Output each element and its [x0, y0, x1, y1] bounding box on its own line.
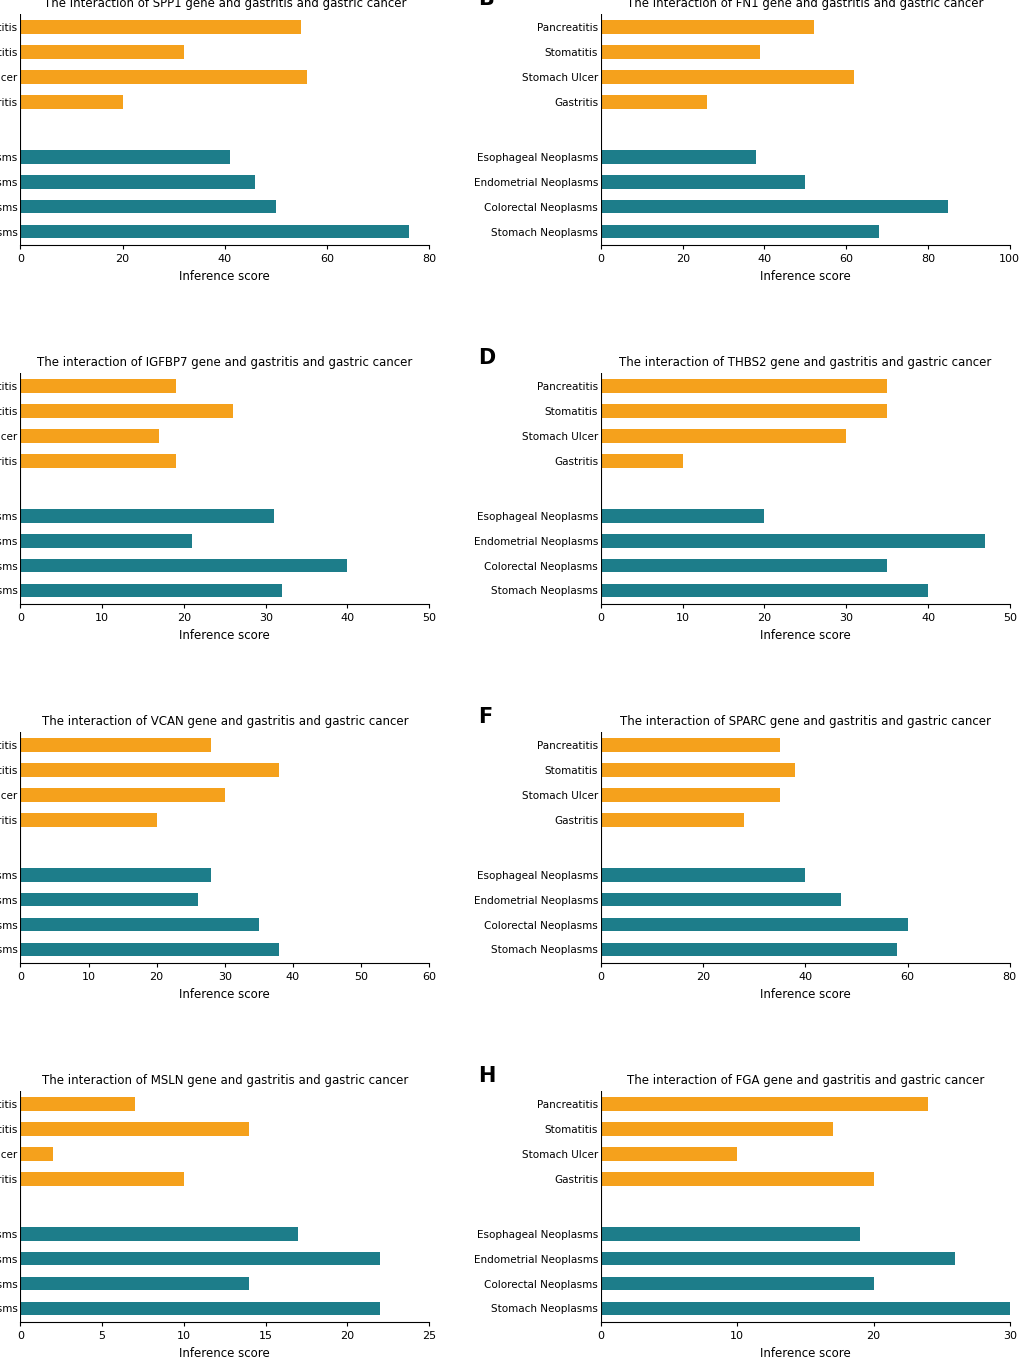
X-axis label: Inference score: Inference score — [179, 988, 270, 1000]
X-axis label: Inference score: Inference score — [759, 1347, 850, 1360]
Bar — [20, 1122, 249, 1135]
Bar — [600, 225, 878, 239]
Bar — [20, 763, 279, 777]
Title: The interaction of FGA gene and gastritis and gastric cancer: The interaction of FGA gene and gastriti… — [626, 1074, 983, 1086]
Bar — [600, 814, 743, 827]
Title: The interaction of MSLN gene and gastritis and gastric cancer: The interaction of MSLN gene and gastrit… — [42, 1074, 408, 1086]
Bar — [600, 71, 854, 85]
X-axis label: Inference score: Inference score — [759, 628, 850, 642]
Bar — [20, 508, 274, 522]
Bar — [20, 174, 255, 188]
Bar — [600, 95, 706, 109]
Title: The interaction of FN1 gene and gastritis and gastric cancer: The interaction of FN1 gene and gastriti… — [627, 0, 982, 10]
Bar — [20, 1227, 299, 1240]
Bar — [20, 1251, 380, 1265]
Bar — [600, 943, 897, 957]
Bar — [20, 45, 183, 59]
Bar — [20, 1302, 380, 1315]
Bar — [20, 1097, 135, 1111]
Bar — [20, 868, 211, 882]
Bar — [20, 1277, 249, 1291]
Bar — [600, 45, 759, 59]
Title: The interaction of VCAN gene and gastritis and gastric cancer: The interaction of VCAN gene and gastrit… — [42, 714, 408, 728]
Bar — [600, 868, 805, 882]
Bar — [600, 200, 948, 214]
Bar — [600, 1172, 872, 1186]
Bar — [20, 454, 175, 468]
Bar — [20, 739, 211, 752]
Bar — [600, 508, 764, 522]
Bar — [20, 95, 122, 109]
Title: The interaction of SPP1 gene and gastritis and gastric cancer: The interaction of SPP1 gene and gastrit… — [44, 0, 406, 10]
Bar — [20, 559, 347, 572]
Bar — [20, 943, 279, 957]
Bar — [600, 534, 984, 548]
Title: The interaction of THBS2 gene and gastritis and gastric cancer: The interaction of THBS2 gene and gastri… — [619, 356, 990, 368]
Bar — [20, 1172, 183, 1186]
Bar — [600, 559, 887, 572]
Bar — [600, 739, 780, 752]
Bar — [20, 379, 175, 393]
Bar — [20, 534, 192, 548]
Bar — [600, 454, 682, 468]
Bar — [600, 763, 795, 777]
Bar — [20, 788, 224, 801]
Bar — [600, 1251, 955, 1265]
Bar — [600, 174, 805, 188]
Bar — [20, 1148, 53, 1161]
Bar — [20, 893, 198, 906]
Bar — [600, 1277, 872, 1291]
Bar — [20, 225, 409, 239]
Title: The interaction of IGFBP7 gene and gastritis and gastric cancer: The interaction of IGFBP7 gene and gastr… — [37, 356, 412, 368]
Title: The interaction of SPARC gene and gastritis and gastric cancer: The interaction of SPARC gene and gastri… — [620, 714, 989, 728]
Bar — [20, 917, 259, 931]
Bar — [600, 917, 907, 931]
Bar — [600, 1122, 832, 1135]
Text: D: D — [478, 348, 495, 368]
Bar — [600, 1302, 1009, 1315]
Bar — [20, 583, 282, 597]
Bar — [20, 405, 232, 418]
Bar — [20, 20, 302, 34]
X-axis label: Inference score: Inference score — [759, 988, 850, 1000]
Bar — [600, 405, 887, 418]
Text: F: F — [478, 707, 492, 726]
Bar — [600, 788, 780, 801]
Text: B: B — [478, 0, 493, 10]
X-axis label: Inference score: Inference score — [759, 270, 850, 282]
Bar — [600, 429, 846, 443]
Bar — [20, 150, 229, 164]
X-axis label: Inference score: Inference score — [179, 628, 270, 642]
X-axis label: Inference score: Inference score — [179, 1347, 270, 1360]
Bar — [20, 814, 157, 827]
Bar — [600, 20, 813, 34]
Bar — [600, 379, 887, 393]
Bar — [600, 893, 841, 906]
Bar — [600, 583, 927, 597]
Bar — [20, 200, 276, 214]
X-axis label: Inference score: Inference score — [179, 270, 270, 282]
Bar — [20, 71, 307, 85]
Bar — [600, 1148, 737, 1161]
Bar — [20, 429, 159, 443]
Bar — [600, 1227, 859, 1240]
Bar — [600, 1097, 927, 1111]
Text: H: H — [478, 1066, 495, 1086]
Bar — [600, 150, 755, 164]
